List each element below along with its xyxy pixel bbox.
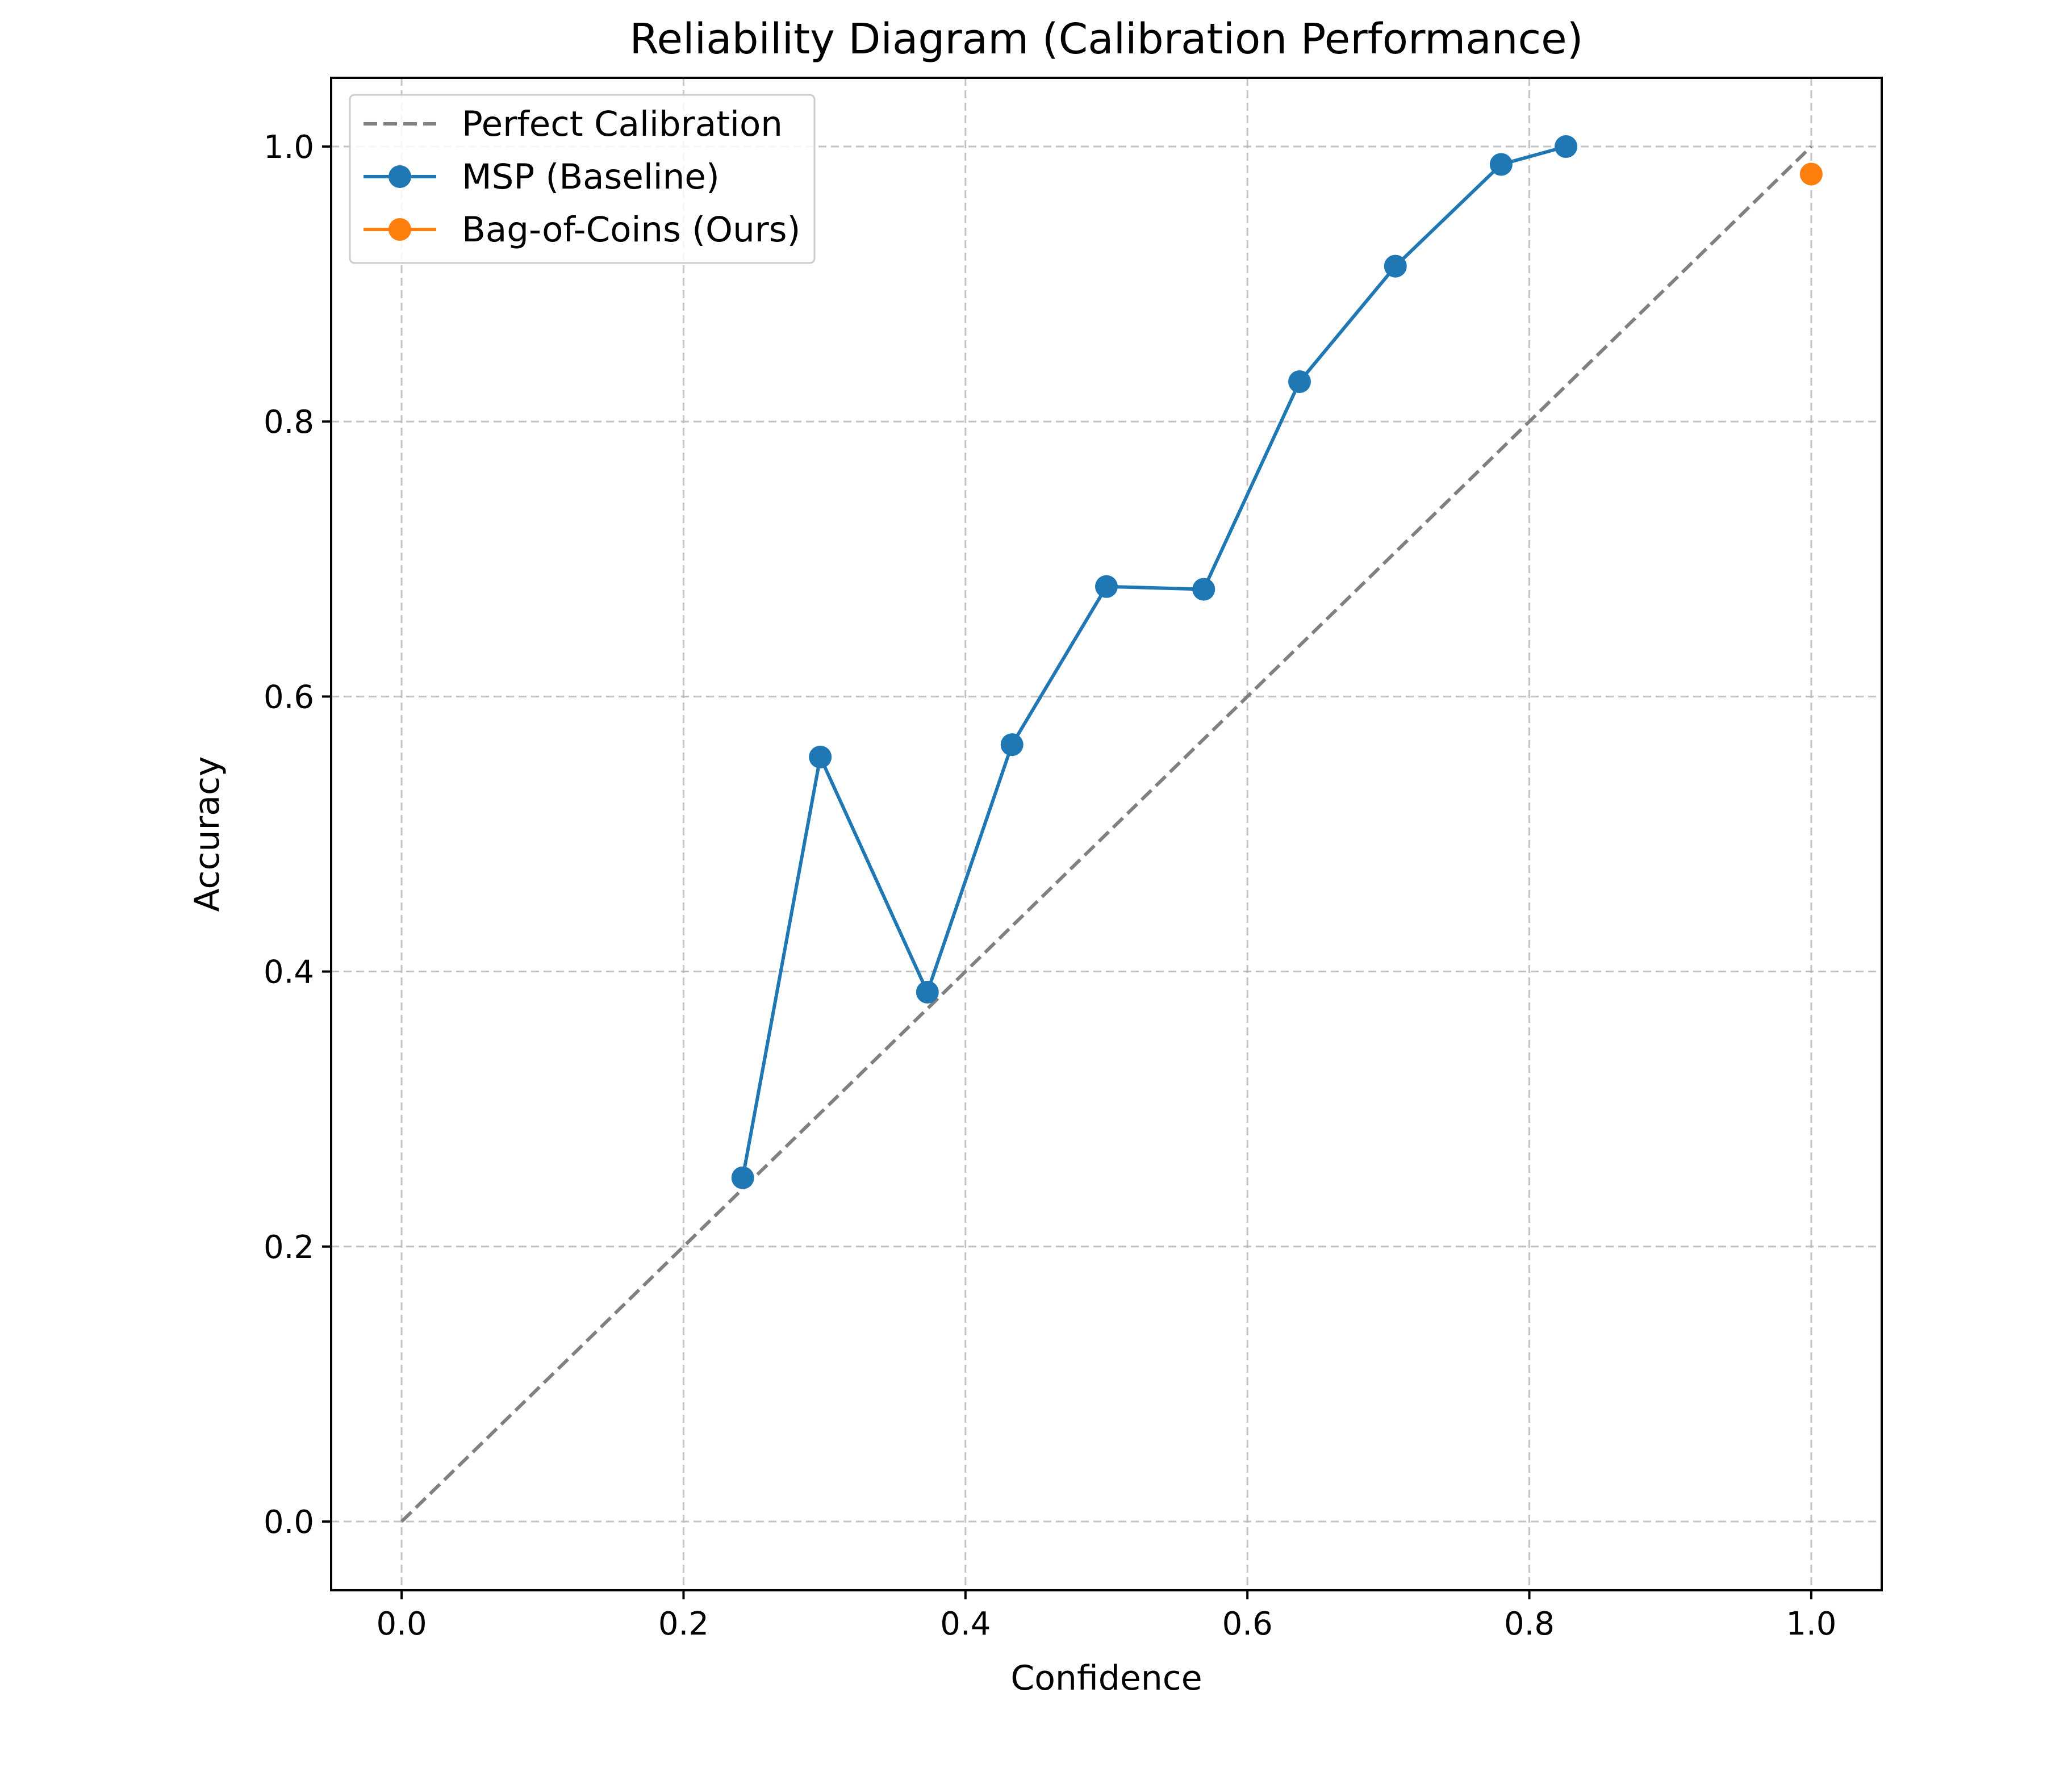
data-point-msp-baseline — [809, 745, 832, 768]
plot-frame — [330, 77, 1883, 1591]
legend-marker-bag-of-coins — [389, 218, 411, 241]
grid — [331, 78, 1882, 1590]
y-tick-label: 1.0 — [264, 129, 314, 166]
y-tick-label: 0.6 — [264, 679, 314, 716]
legend-label-perfect-calibration: Perfect Calibration — [462, 104, 783, 144]
axis-ticks: 0.0 0.2 0.4 0.6 0.8 1.0 0.0 0.2 0.4 0.6 0.8 1.0 — [264, 129, 1837, 1643]
legend: Perfect Calibration MSP (Baseline) Bag-o… — [349, 94, 816, 264]
series-line-msp-baseline — [741, 145, 1566, 1178]
x-tick-label: 0.2 — [658, 1606, 709, 1643]
y-tick-label: 0.0 — [264, 1504, 314, 1541]
legend-box — [349, 94, 816, 264]
y-axis-label: Accuracy — [187, 757, 227, 912]
data-point-msp-baseline — [1555, 135, 1578, 158]
y-tick-label: 0.2 — [264, 1229, 314, 1266]
data-point-msp-baseline — [1384, 254, 1407, 278]
series-layer — [400, 135, 1823, 1523]
legend-marker-msp-baseline — [389, 165, 411, 188]
series-line-perfect-calibration — [400, 145, 1812, 1523]
x-tick-label: 0.0 — [377, 1606, 427, 1643]
x-tick-label: 0.6 — [1222, 1606, 1273, 1643]
data-point-bag-of-coins-ours — [1799, 162, 1823, 186]
data-point-msp-baseline — [1288, 370, 1311, 394]
legend-label-msp-baseline: MSP (Baseline) — [462, 157, 720, 197]
x-tick-label: 1.0 — [1786, 1606, 1836, 1643]
data-point-msp-baseline — [916, 980, 939, 1004]
data-point-msp-baseline — [1095, 575, 1118, 598]
data-point-msp-baseline — [731, 1166, 754, 1189]
x-axis-label: Confidence — [1010, 1658, 1202, 1698]
legend-label-bag-of-coins: Bag-of-Coins (Ours) — [462, 210, 800, 250]
y-tick-label: 0.8 — [264, 404, 314, 441]
chart-title: Reliability Diagram (Calibration Perform… — [629, 15, 1583, 64]
data-point-msp-baseline — [1489, 153, 1513, 176]
y-tick-label: 0.4 — [264, 954, 314, 991]
x-tick-label: 0.8 — [1504, 1606, 1555, 1643]
x-tick-label: 0.4 — [940, 1606, 991, 1643]
data-point-msp-baseline — [1192, 578, 1215, 601]
data-point-msp-baseline — [1000, 733, 1024, 757]
